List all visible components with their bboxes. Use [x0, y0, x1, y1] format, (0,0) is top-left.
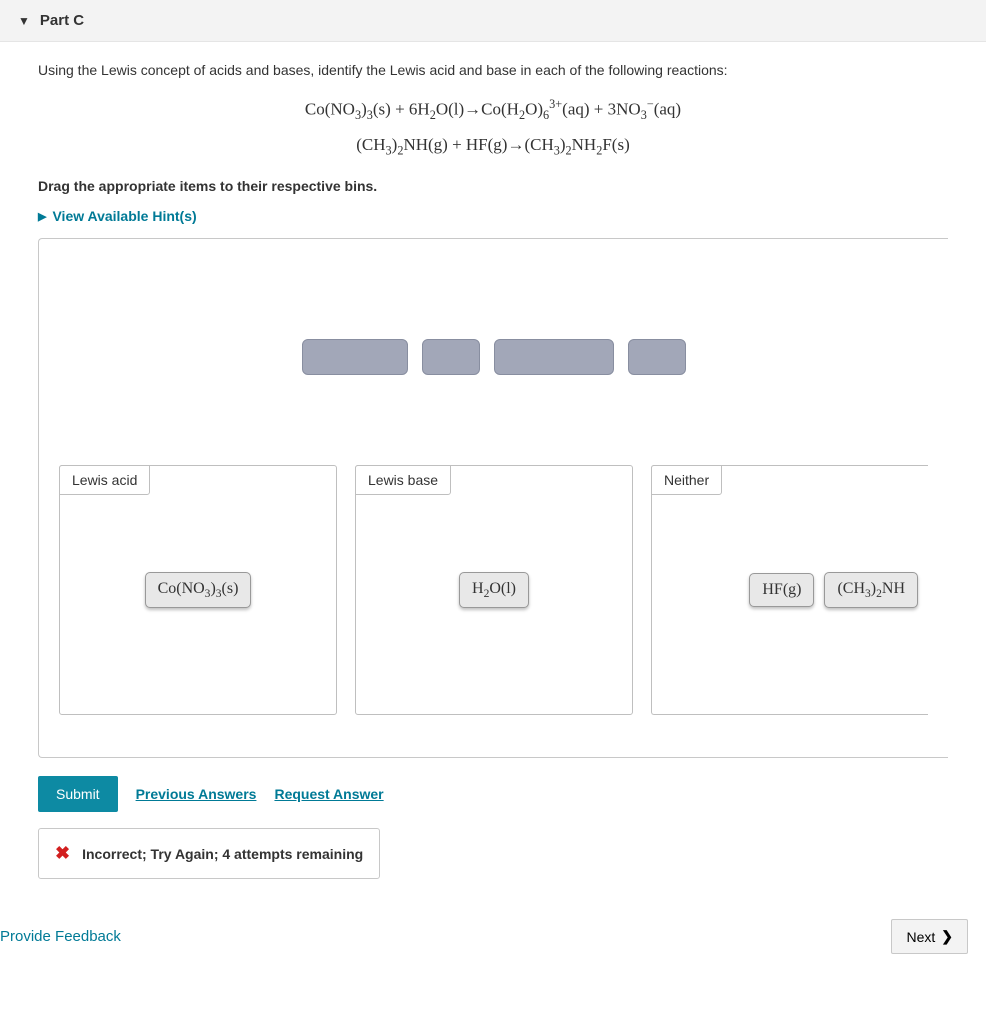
source-items-row: [59, 339, 928, 375]
footer-row: Provide Feedback Next ❯: [0, 889, 986, 964]
chip-co-no3[interactable]: Co(NO3)3(s): [145, 572, 252, 608]
bin-label: Lewis acid: [59, 465, 150, 495]
previous-answers-link[interactable]: Previous Answers: [136, 786, 257, 802]
feedback-message: ✖ Incorrect; Try Again; 4 attempts remai…: [38, 828, 380, 879]
bin-neither[interactable]: Neither HF(g) (CH3)2NH: [651, 465, 928, 715]
provide-feedback-link[interactable]: Provide Feedback: [0, 928, 121, 945]
chip-h2o[interactable]: H2O(l): [459, 572, 529, 608]
collapse-icon: ▼: [18, 14, 30, 28]
view-hints-toggle[interactable]: ▶ View Available Hint(s): [38, 208, 948, 224]
bin-lewis-acid[interactable]: Lewis acid Co(NO3)3(s): [59, 465, 337, 715]
question-prompt: Using the Lewis concept of acids and bas…: [38, 62, 948, 78]
draggable-placeholder[interactable]: [494, 339, 614, 375]
bin-label: Neither: [651, 465, 722, 495]
hints-label: View Available Hint(s): [52, 208, 196, 224]
bin-label: Lewis base: [355, 465, 451, 495]
equation-2: (CH3)2NH(g) + HF(g)→(CH3)2NH2F(s): [38, 128, 948, 163]
question-content: Using the Lewis concept of acids and bas…: [0, 42, 986, 889]
equation-1: Co(NO3)3(s) + 6H2O(l)→Co(H2O)63+(aq) + 3…: [38, 92, 948, 128]
chevron-right-icon: ▶: [38, 210, 46, 223]
equations-block: Co(NO3)3(s) + 6H2O(l)→Co(H2O)63+(aq) + 3…: [38, 92, 948, 162]
next-button[interactable]: Next ❯: [891, 919, 968, 954]
part-title: Part C: [40, 12, 84, 29]
drag-drop-workspace: Lewis acid Co(NO3)3(s) Lewis base H2O(l)…: [38, 238, 948, 758]
next-label: Next: [906, 929, 935, 945]
submit-button[interactable]: Submit: [38, 776, 118, 812]
draggable-placeholder[interactable]: [302, 339, 408, 375]
bins-row: Lewis acid Co(NO3)3(s) Lewis base H2O(l)…: [59, 465, 928, 715]
chevron-right-icon: ❯: [941, 928, 953, 945]
action-row: Submit Previous Answers Request Answer: [38, 776, 948, 812]
chip-ch3-2-nh[interactable]: (CH3)2NH: [824, 572, 918, 608]
incorrect-icon: ✖: [55, 843, 70, 864]
chip-hf[interactable]: HF(g): [749, 573, 814, 607]
request-answer-link[interactable]: Request Answer: [274, 786, 383, 802]
drag-instruction: Drag the appropriate items to their resp…: [38, 178, 948, 194]
bin-lewis-base[interactable]: Lewis base H2O(l): [355, 465, 633, 715]
draggable-placeholder[interactable]: [422, 339, 480, 375]
feedback-text: Incorrect; Try Again; 4 attempts remaini…: [82, 846, 363, 862]
part-header[interactable]: ▼ Part C: [0, 0, 986, 42]
draggable-placeholder[interactable]: [628, 339, 686, 375]
